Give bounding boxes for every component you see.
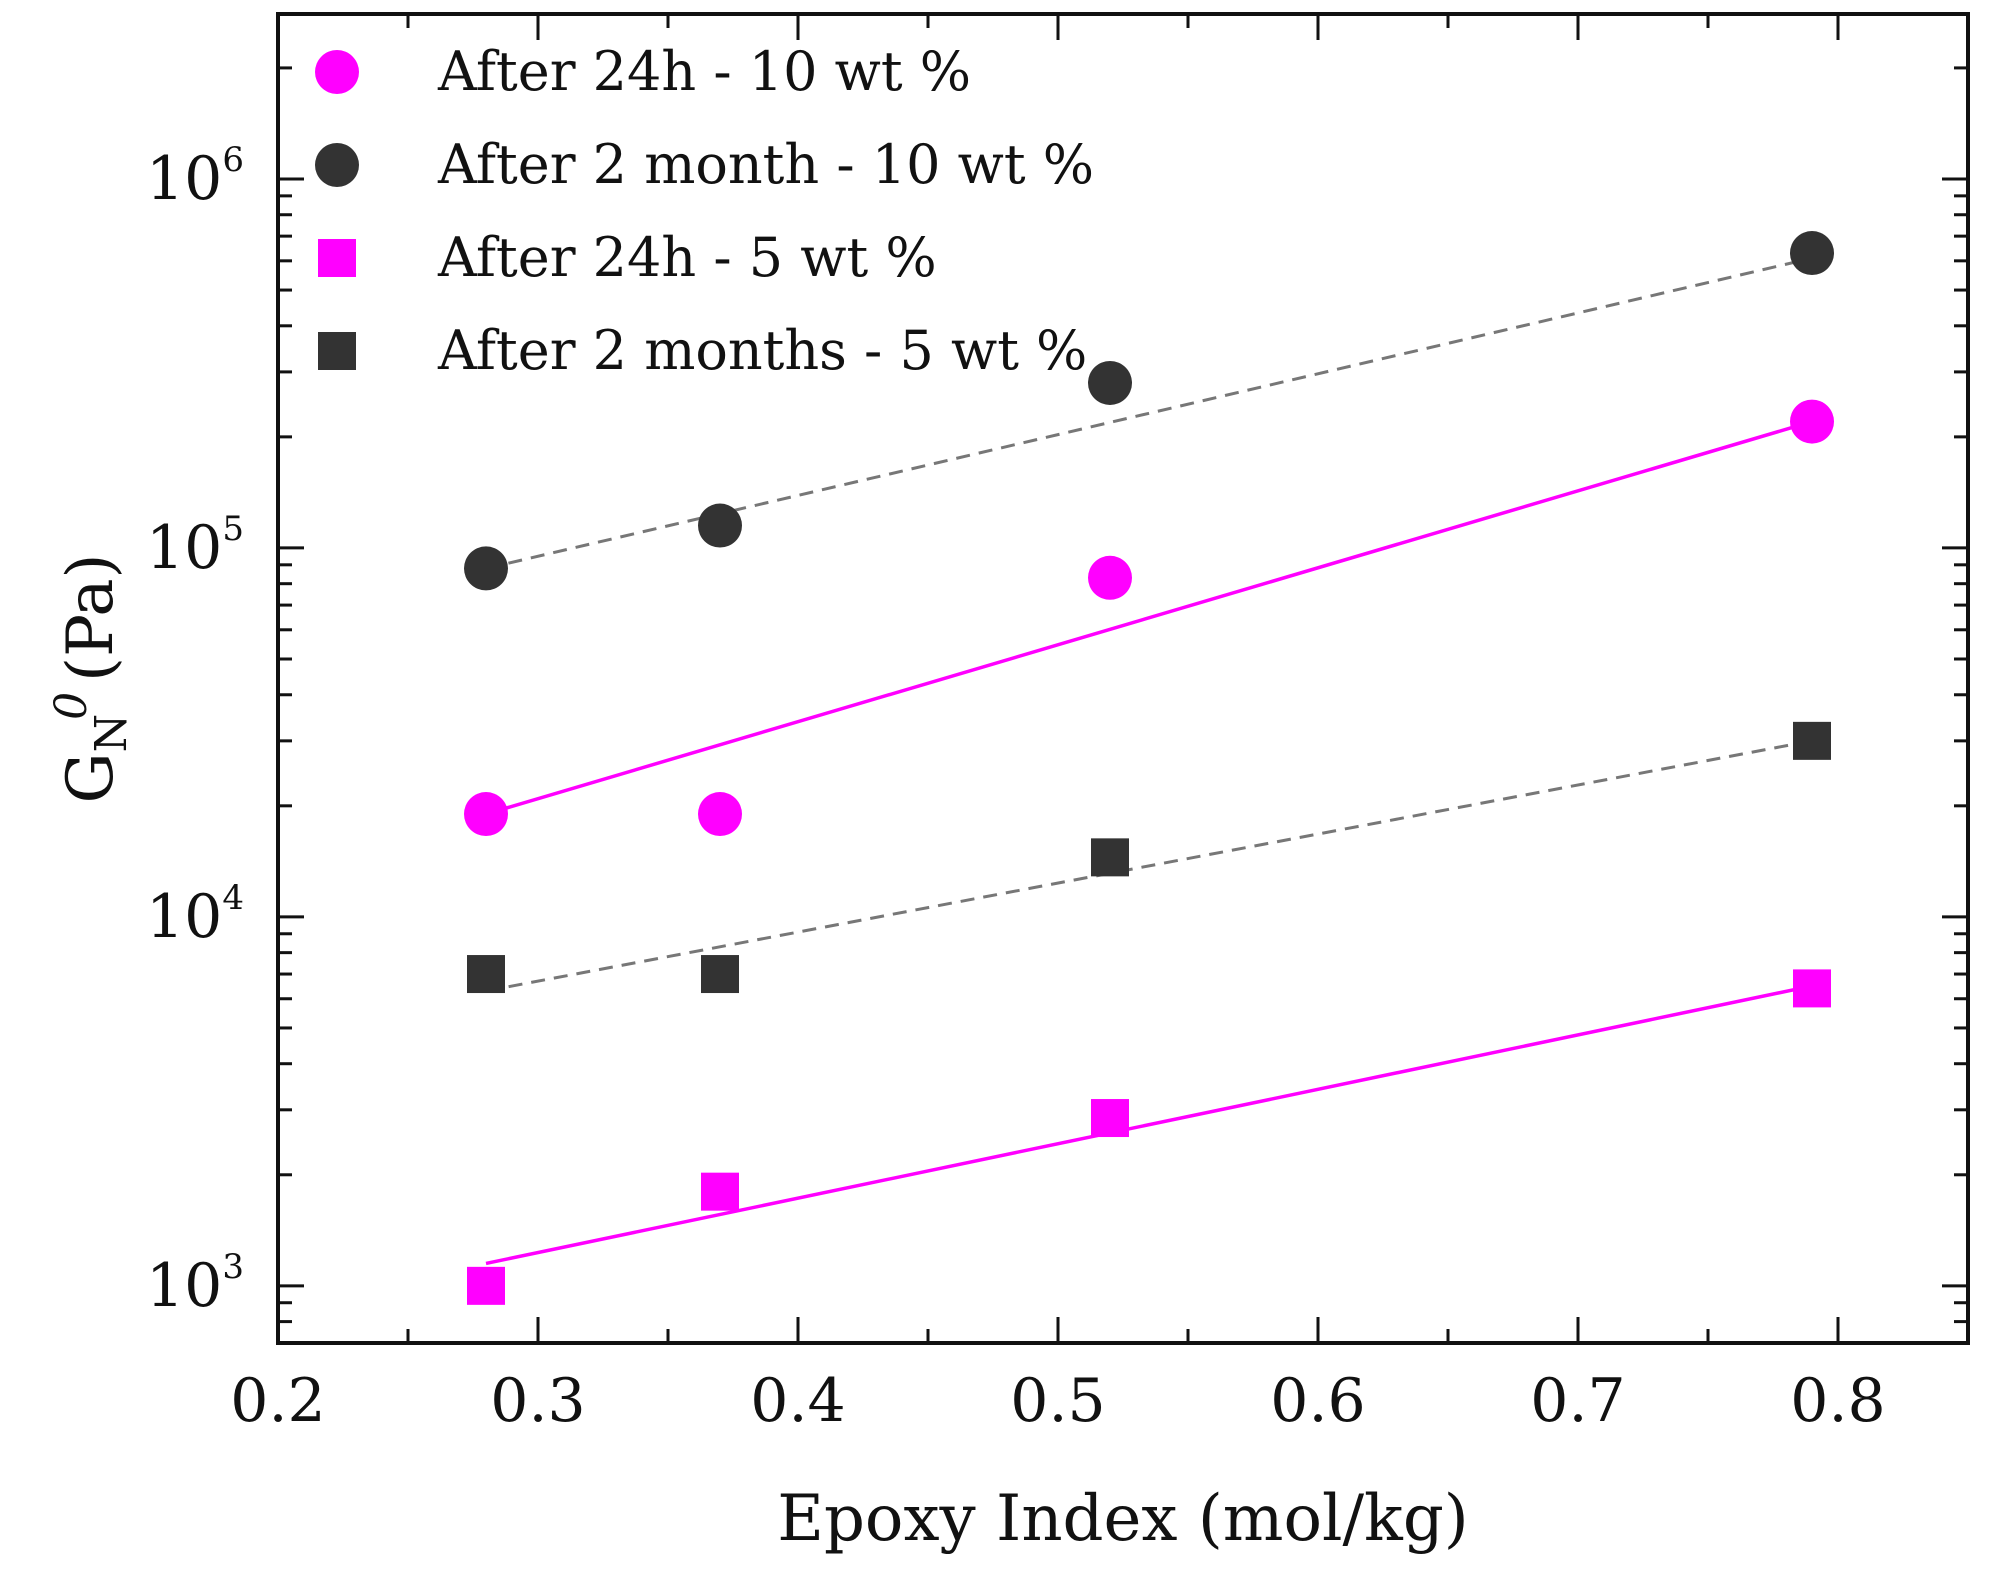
y-tick-base: 10: [146, 882, 222, 952]
x-tick-label: 0.4: [750, 1366, 845, 1436]
x-tick-label: 0.7: [1530, 1366, 1625, 1436]
y-tick-exponent: 6: [222, 140, 244, 180]
legend-label: After 24h - 10 wt %: [437, 40, 971, 103]
legend-marker: [315, 50, 359, 94]
y-tick-base: 10: [146, 513, 222, 583]
legend-label: After 24h - 5 wt %: [437, 226, 937, 289]
legend: After 24h - 10 wt % After 2 month - 10 wt…: [315, 40, 1094, 382]
axis-ticks: [276, 14, 1970, 1345]
data-point: [467, 1266, 505, 1305]
data-point: [464, 546, 508, 591]
data-point: [1088, 555, 1132, 600]
x-tick-label: 0.2: [230, 1366, 325, 1436]
y-axis-label-subscript: N: [86, 714, 137, 753]
x-tick-label: 0.3: [490, 1366, 585, 1436]
data-markers: [464, 231, 1834, 1305]
y-tick-exponent: 5: [222, 509, 244, 549]
data-point: [698, 503, 742, 548]
data-point: [1091, 1099, 1129, 1138]
fit-line: [485, 984, 1813, 1266]
legend-marker: [318, 332, 356, 370]
data-point: [1793, 721, 1831, 760]
legend-marker: [315, 143, 359, 187]
y-tick-exponent: 4: [222, 878, 244, 918]
y-axis-label: GN0 (Pa): [46, 554, 137, 804]
data-point: [1088, 360, 1132, 405]
y-tick-label: 103: [146, 1247, 244, 1321]
x-tick-label: 0.5: [1010, 1366, 1105, 1436]
data-point: [1091, 838, 1129, 877]
data-point: [467, 955, 505, 994]
x-tick-label: 0.8: [1790, 1366, 1885, 1436]
data-point: [701, 1172, 739, 1211]
data-point: [698, 792, 742, 837]
y-tick-base: 10: [146, 1251, 222, 1321]
y-tick-base: 10: [146, 144, 222, 214]
x-axis-label: Epoxy Index (mol/kg): [777, 1482, 1469, 1556]
fit-line: [485, 256, 1813, 570]
y-tick-label: 104: [146, 878, 244, 952]
fit-lines: [485, 256, 1813, 1266]
x-tick-label: 0.6: [1270, 1366, 1365, 1436]
y-tick-label: 105: [146, 509, 244, 583]
legend-label: After 2 months - 5 wt %: [437, 319, 1087, 382]
legend-marker: [318, 239, 356, 277]
legend-label: After 2 month - 10 wt %: [437, 133, 1094, 196]
svg-text:GN0(Pa): GN0 (Pa): [46, 554, 137, 804]
x-tick-labels: 0.2 0.3 0.4 0.5 0.6 0.7 0.8: [230, 1366, 1885, 1436]
y-tick-exponent: 3: [222, 1247, 244, 1287]
fit-line: [485, 739, 1813, 993]
data-point: [464, 792, 508, 837]
fit-line: [485, 419, 1813, 816]
plot-frame: [276, 12, 1970, 1345]
y-axis-label-symbol: G: [54, 752, 128, 803]
y-axis-label-superscript: 0: [46, 692, 97, 720]
data-point: [1790, 231, 1834, 276]
y-tick-label: 106: [146, 140, 244, 214]
y-axis-label-unit: (Pa): [54, 554, 128, 682]
data-point: [1793, 969, 1831, 1008]
data-point: [1790, 399, 1834, 444]
data-point: [701, 955, 739, 994]
